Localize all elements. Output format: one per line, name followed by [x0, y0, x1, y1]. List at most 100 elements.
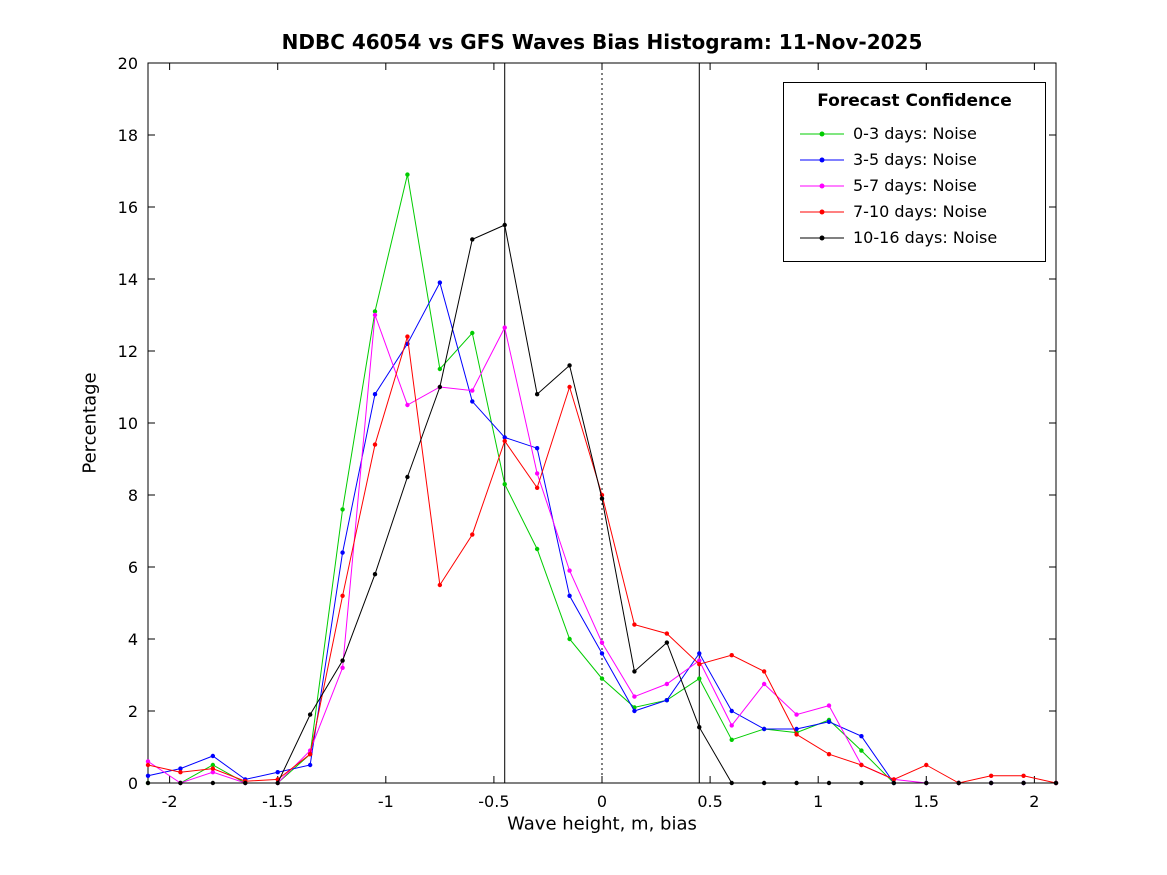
series-marker [891, 780, 897, 786]
x-axis-label: Wave height, m, bias [507, 813, 697, 835]
series-marker [470, 532, 475, 537]
series-marker [599, 651, 605, 656]
x-tick-label: 0.5 [697, 792, 722, 811]
series-marker [729, 780, 734, 786]
series-marker [372, 392, 378, 397]
series-marker [664, 631, 670, 636]
series-marker [729, 723, 734, 728]
series-marker [794, 712, 799, 717]
series-marker [794, 726, 799, 732]
y-tick-label: 0 [128, 774, 138, 793]
series-marker [988, 773, 994, 778]
legend-entry: 5-7 days: Noise [784, 173, 1045, 199]
series-marker [340, 658, 345, 663]
series-marker [567, 568, 572, 573]
series-marker [988, 780, 994, 786]
series-marker [697, 725, 702, 730]
series-10-16-days-noise [145, 222, 1059, 786]
series-marker [145, 762, 151, 768]
y-tick-label: 18 [118, 126, 138, 145]
x-tick-label: 1 [813, 792, 823, 811]
series-marker [534, 392, 540, 397]
series-marker [210, 753, 216, 759]
series-marker [567, 593, 572, 598]
series-marker [275, 770, 280, 775]
series-marker [145, 759, 151, 764]
series-marker [502, 222, 507, 228]
series-marker [697, 676, 702, 681]
series-marker [1053, 780, 1059, 786]
series-marker [210, 762, 216, 768]
series-marker [729, 737, 734, 742]
series-marker [826, 752, 832, 757]
y-tick-label: 4 [128, 630, 138, 649]
legend-title: Forecast Confidence [817, 91, 1012, 111]
series-marker [1021, 773, 1026, 778]
series-marker [1021, 780, 1026, 786]
series-marker [632, 694, 637, 699]
legend-entry: 7-10 days: Noise [784, 199, 1045, 225]
series-marker [405, 402, 410, 408]
series-marker [210, 766, 216, 771]
series-marker [470, 399, 475, 404]
x-tick-label: 1.5 [914, 792, 939, 811]
series-marker [761, 726, 767, 732]
x-tick-label: -2 [162, 792, 178, 811]
series-marker [437, 280, 443, 285]
series-marker [502, 482, 507, 487]
y-tick-label: 2 [128, 702, 138, 721]
series-marker [664, 640, 670, 645]
series-marker [697, 662, 702, 667]
series-marker [243, 780, 248, 786]
series-marker [372, 572, 378, 577]
legend-entry: 10-16 days: Noise [784, 225, 1045, 251]
series-marker [599, 676, 605, 681]
series-line [147, 281, 1056, 784]
series-marker [340, 593, 345, 598]
legend-label: 7-10 days: Noise [853, 202, 988, 221]
series-marker [534, 485, 540, 490]
series-marker [145, 773, 151, 778]
series-marker [372, 312, 378, 318]
series-marker [210, 780, 216, 786]
y-tick-label: 8 [128, 486, 138, 505]
x-tick-label: -0.5 [478, 792, 509, 811]
series-marker [826, 703, 832, 708]
series-marker [307, 752, 313, 757]
legend-line-sample [800, 235, 844, 241]
y-tick-label: 20 [118, 54, 138, 73]
legend-line-sample [800, 157, 844, 163]
legend-entry: 0-3 days: Noise [784, 121, 1045, 147]
y-tick-label: 14 [118, 270, 138, 289]
series-marker [405, 172, 410, 177]
series-marker [502, 435, 507, 440]
series-marker [567, 384, 572, 390]
series-marker [599, 496, 605, 501]
x-tick-label: 0 [597, 792, 607, 811]
y-tick-label: 16 [118, 198, 138, 217]
series-marker [437, 366, 443, 372]
series-marker [340, 550, 345, 555]
series-marker [470, 330, 475, 336]
series-marker [567, 363, 572, 368]
series-marker [307, 712, 313, 717]
series-marker [859, 762, 864, 768]
series-marker [761, 669, 767, 674]
series-marker [502, 438, 507, 444]
series-marker [340, 507, 345, 512]
legend-entry: 3-5 days: Noise [784, 147, 1045, 173]
series-marker [891, 777, 897, 782]
series-marker [956, 780, 961, 786]
x-tick-label: -1.5 [262, 792, 293, 811]
series-7-10-days-noise [145, 334, 1059, 786]
series-marker [210, 770, 216, 775]
series-marker [924, 762, 929, 768]
series-marker [859, 748, 864, 753]
series-marker [534, 546, 540, 552]
legend-label: 5-7 days: Noise [853, 176, 977, 195]
y-tick-label: 12 [118, 342, 138, 361]
series-marker [632, 708, 637, 714]
series-marker [437, 384, 443, 390]
series-marker [340, 665, 345, 670]
